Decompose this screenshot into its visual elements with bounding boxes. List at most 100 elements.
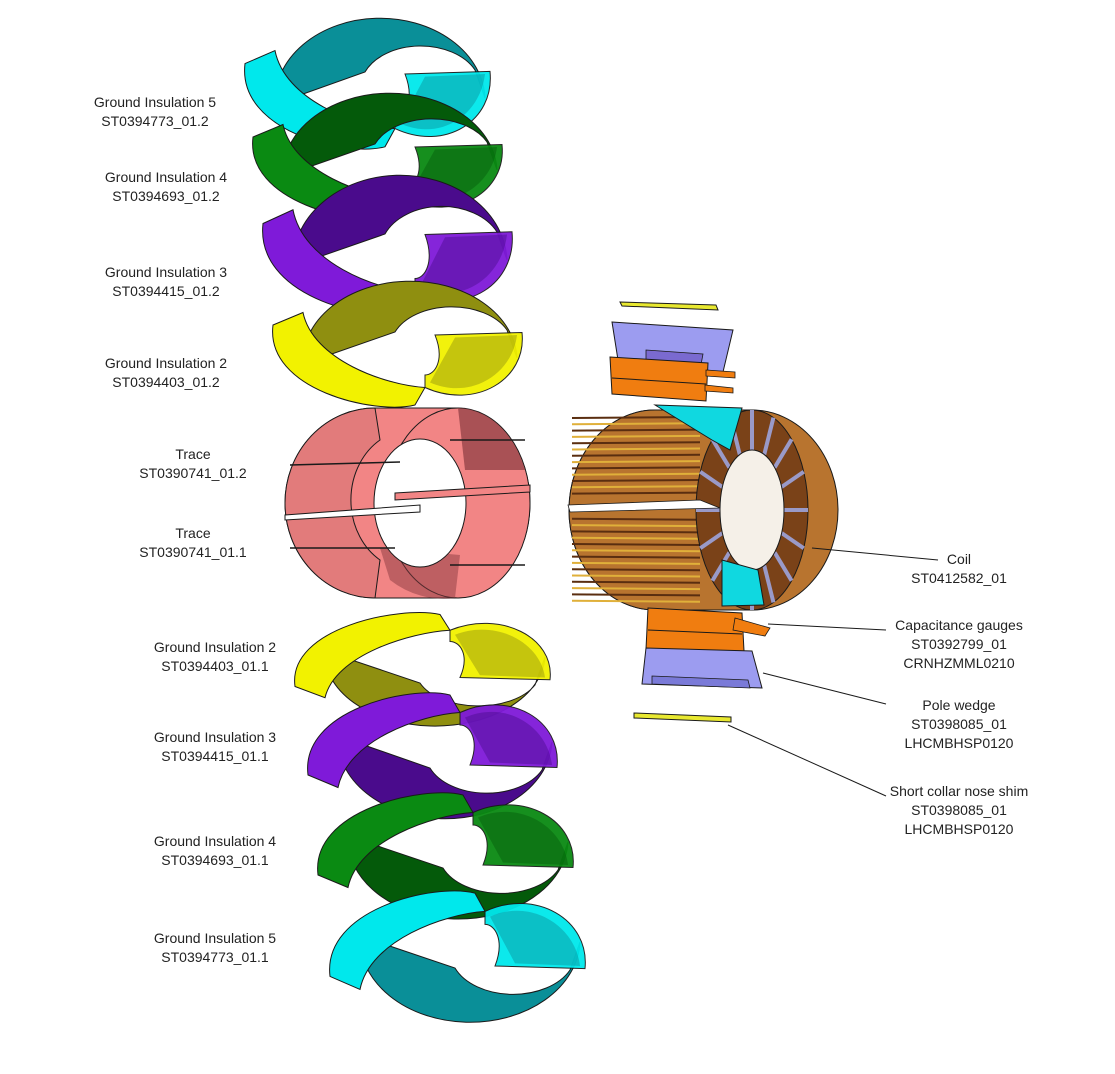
shell-shading <box>490 910 580 966</box>
coil-leader-line <box>811 547 939 561</box>
shell-shading <box>420 234 507 293</box>
part-name: Ground Insulation 3 <box>153 729 277 745</box>
coil-winding <box>571 422 701 426</box>
shell-side-face <box>424 331 523 396</box>
coil-winding <box>571 479 701 482</box>
coil-winding <box>571 561 701 565</box>
part-code: ST0390741_01.1 <box>139 544 247 560</box>
callout-code: ST0412582_01 <box>911 570 1007 586</box>
trace-left-face <box>284 407 381 599</box>
coil-winding <box>571 453 701 457</box>
label-coil: Coil ST0412582_01 <box>911 550 1007 588</box>
callout-name: Pole wedge <box>922 697 996 713</box>
callout-ref: LHCMBHSP0120 <box>904 735 1014 751</box>
callout-name: Short collar nose shim <box>889 783 1029 799</box>
coil-spacer-segment <box>762 417 776 456</box>
part-name: Ground Insulation 5 <box>93 94 217 110</box>
part-code: ST0394693_01.1 <box>161 852 269 868</box>
coil-spacer-segment <box>699 470 724 489</box>
top-nose-shim <box>619 301 719 311</box>
part-name: Ground Insulation 5 <box>153 930 277 946</box>
coil-winding <box>571 555 701 559</box>
trace-split-left <box>284 504 421 521</box>
coil-winding <box>571 428 701 432</box>
coil-winding-stripes <box>571 416 701 603</box>
coil-winding <box>571 472 701 476</box>
part-name: Trace <box>175 525 211 541</box>
bottom-capacitance-gauge <box>645 607 745 652</box>
part-code: ST0394403_01.1 <box>161 658 269 674</box>
callout-ref: CRNHZMML0210 <box>903 655 1015 671</box>
shell-inner-wall <box>337 735 553 820</box>
shell-shading <box>455 629 545 678</box>
coil-assembly <box>567 301 939 797</box>
shell-side-face <box>472 804 574 869</box>
shell-inner-wall <box>274 17 486 105</box>
coil-spacer-segment <box>710 438 732 469</box>
label-gi4-top: Ground Insulation 4 ST0394693_01.2 <box>105 168 227 206</box>
shell-gi4-bot <box>317 792 574 920</box>
shell-inner-wall <box>302 280 518 365</box>
coil-winding <box>571 466 701 470</box>
upper-pole-piece <box>653 404 743 451</box>
part-code: ST0390741_01.2 <box>139 465 247 481</box>
trace-bore <box>373 438 467 568</box>
label-short-collar-nose-shim: Short collar nose shim ST0398085_01 LHCM… <box>890 782 1029 839</box>
label-gi3-bottom: Ground Insulation 3 ST0394415_01.1 <box>154 728 276 766</box>
shell-side-face <box>449 622 551 681</box>
shell-outer-face <box>272 311 426 408</box>
coil-winding <box>571 530 701 534</box>
shell-gi5-bot <box>329 890 586 1023</box>
bottom-pole-wedge-base <box>651 675 751 689</box>
coil-spacer-segment <box>780 531 805 550</box>
coil-winding <box>571 491 701 495</box>
coil-winding <box>571 485 701 489</box>
callout-code: ST0392799_01 <box>911 636 1007 652</box>
bottom-nose-shim <box>633 712 732 723</box>
shell-outer-face <box>294 612 451 699</box>
label-gi5-bottom: Ground Insulation 5 ST0394773_01.1 <box>154 929 276 967</box>
label-trace-bottom: Trace ST0390741_01.1 <box>139 524 246 562</box>
coil-spacer-segment <box>772 551 794 582</box>
bottom-gauge-tab <box>732 617 771 637</box>
callout-code: ST0398085_01 <box>911 716 1007 732</box>
coil-winding <box>571 549 701 553</box>
coil-winding <box>571 447 701 451</box>
coil-bore <box>719 449 785 571</box>
label-trace-top: Trace ST0390741_01.2 <box>139 445 246 483</box>
callout-name: Coil <box>946 551 972 567</box>
coil-winding <box>571 460 701 464</box>
coil-winding <box>571 574 701 578</box>
coil-winding <box>571 434 701 438</box>
coil-winding <box>571 587 701 591</box>
shell-outer-face <box>329 890 486 991</box>
label-gi3-top: Ground Insulation 3 ST0394415_01.2 <box>105 263 227 301</box>
shell-inner-wall <box>282 92 498 177</box>
shell-inner-wall <box>347 835 569 920</box>
part-name: Ground Insulation 3 <box>104 264 228 280</box>
coil-winding <box>571 593 701 597</box>
part-code: ST0394693_01.2 <box>112 188 220 204</box>
top-gauge-tab-2 <box>704 384 734 394</box>
shell-inner-wall <box>359 935 581 1023</box>
shell-gi3-bot <box>307 692 558 820</box>
shell-outer-face <box>317 792 474 889</box>
part-name: Ground Insulation 2 <box>104 355 228 371</box>
shim-leader-line <box>727 724 887 797</box>
part-name: Ground Insulation 4 <box>104 169 228 185</box>
coil-winding <box>571 441 701 445</box>
coil-winding <box>571 568 701 572</box>
wedge-leader-line <box>762 672 887 705</box>
label-gi2-bottom: Ground Insulation 2 ST0394403_01.1 <box>154 638 276 676</box>
coil-spacer-segment <box>710 551 732 582</box>
coil-midplane-gap <box>567 499 721 513</box>
gauge-groove <box>611 377 707 385</box>
part-name: Ground Insulation 4 <box>153 833 277 849</box>
shell-shading <box>478 811 568 865</box>
gauges-leader-line <box>767 623 887 631</box>
shell-side-face <box>484 902 586 970</box>
coil-spacer-segment <box>762 564 776 603</box>
part-code: ST0394773_01.1 <box>161 949 269 965</box>
coil-winding <box>571 517 701 521</box>
